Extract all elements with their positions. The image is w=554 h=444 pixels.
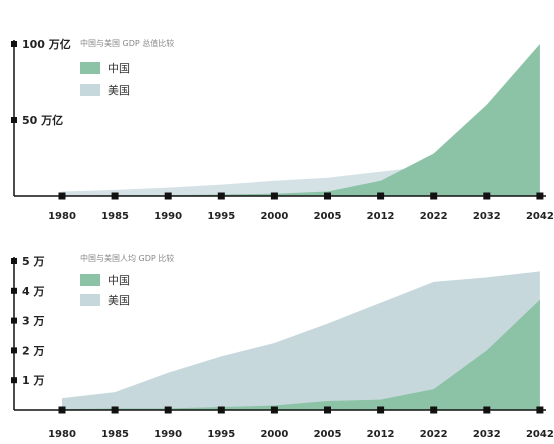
x-tick-marker — [111, 406, 119, 414]
legend-label-china: 中国 — [108, 274, 130, 287]
y-tick-label: 5 万 — [22, 255, 44, 268]
x-tick-label: 2032 — [473, 429, 501, 440]
legend-swatch-usa — [80, 294, 100, 306]
x-tick-marker — [324, 406, 331, 414]
x-tick-label: 2022 — [420, 429, 448, 440]
y-tick-label: 3 万 — [22, 315, 44, 328]
y-tick-label: 4 万 — [22, 285, 44, 298]
x-tick-label: 2022 — [420, 211, 448, 222]
x-tick-marker — [430, 192, 438, 200]
x-tick-marker — [164, 192, 172, 200]
y-tick-marker — [11, 317, 17, 324]
x-tick-label: 2012 — [367, 211, 395, 222]
chart-title: 中国与美国 GDP 总值比较 — [80, 38, 174, 48]
x-tick-marker — [377, 192, 385, 200]
x-tick-label: 2042 — [526, 211, 554, 222]
x-tick-label: 2000 — [260, 211, 288, 222]
y-tick-marker — [11, 41, 17, 47]
y-tick-label: 50 万亿 — [22, 113, 63, 127]
x-tick-label: 2005 — [314, 429, 342, 440]
legend-swatch-china — [80, 62, 100, 74]
x-tick-label: 2005 — [314, 211, 342, 222]
y-tick-label: 1 万 — [22, 374, 44, 387]
x-tick-label: 2032 — [473, 211, 501, 222]
x-tick-label: 2012 — [367, 429, 395, 440]
x-tick-marker — [270, 192, 278, 200]
y-tick-marker — [11, 258, 17, 264]
x-tick-marker — [164, 406, 172, 414]
x-tick-label: 1985 — [101, 211, 129, 222]
x-tick-marker — [270, 406, 278, 414]
gdp-total-chart: 1980 1985 1990 1995 2000 2005 2012 2022 2032 2042… — [11, 37, 554, 222]
x-tick-marker — [536, 192, 544, 200]
x-tick-label: 1995 — [207, 429, 235, 440]
x-tick-marker — [58, 406, 66, 414]
legend-swatch-china — [80, 274, 100, 286]
legend-swatch-usa — [80, 84, 100, 96]
y-tick-label: 100 万亿 — [22, 37, 71, 51]
legend-label-china: 中国 — [108, 62, 130, 75]
legend-label-usa: 美国 — [108, 84, 130, 97]
x-tick-label: 1995 — [207, 211, 235, 222]
y-tick-label: 2 万 — [22, 344, 44, 357]
x-tick-marker — [324, 192, 331, 200]
x-tick-marker — [430, 406, 438, 414]
y-tick-marker — [11, 377, 17, 384]
x-tick-label: 1990 — [154, 211, 182, 222]
x-tick-label: 2000 — [260, 429, 288, 440]
x-tick-label: 1980 — [48, 211, 76, 222]
y-tick-marker — [11, 117, 17, 123]
area-series-usa — [62, 271, 540, 410]
x-tick-marker — [536, 406, 544, 414]
x-tick-marker — [377, 406, 385, 414]
x-tick-marker — [58, 192, 66, 200]
x-tick-marker — [111, 192, 119, 200]
chart-title: 中国与美国人均 GDP 比较 — [80, 253, 174, 263]
x-tick-label: 1980 — [48, 429, 76, 440]
area-series-china — [62, 44, 540, 196]
area-series-china — [62, 299, 540, 410]
x-tick-marker — [217, 406, 225, 414]
y-tick-marker — [11, 347, 17, 354]
gdp-per-capita-chart: 1980 1985 1990 1995 2000 2005 2012 2022 2032 2042… — [11, 253, 554, 440]
x-tick-marker — [483, 406, 491, 414]
y-tick-marker — [11, 287, 17, 294]
x-tick-marker — [483, 192, 491, 200]
x-tick-label: 1990 — [154, 429, 182, 440]
x-tick-label: 2042 — [526, 429, 554, 440]
x-tick-marker — [217, 192, 225, 200]
x-tick-label: 1985 — [101, 429, 129, 440]
legend-label-usa: 美国 — [108, 294, 130, 307]
